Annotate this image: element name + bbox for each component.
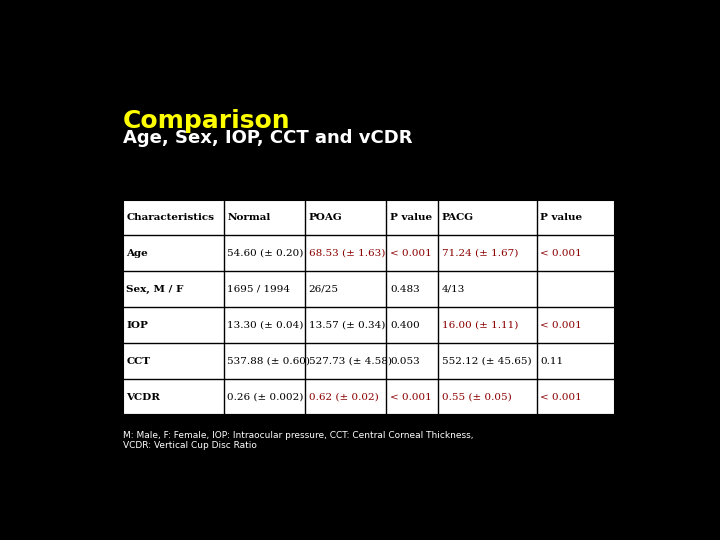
Text: VCDR: Vertical Cup Disc Ratio: VCDR: Vertical Cup Disc Ratio [122, 441, 256, 450]
Text: Normal: Normal [228, 213, 271, 222]
Text: < 0.001: < 0.001 [541, 321, 582, 330]
Text: 537.88 (± 0.60): 537.88 (± 0.60) [228, 357, 310, 366]
Text: 0.62 (± 0.02): 0.62 (± 0.02) [309, 393, 379, 402]
Text: < 0.001: < 0.001 [541, 249, 582, 258]
Text: 54.60 (± 0.20): 54.60 (± 0.20) [228, 249, 304, 258]
Text: 1695 / 1994: 1695 / 1994 [228, 285, 290, 294]
Text: POAG: POAG [309, 213, 343, 222]
Text: Age: Age [127, 249, 148, 258]
Text: 0.55 (± 0.05): 0.55 (± 0.05) [442, 393, 512, 402]
Text: M: Male, F: Female, IOP: Intraocular pressure, CCT: Central Corneal Thickness,: M: Male, F: Female, IOP: Intraocular pre… [122, 430, 473, 440]
Text: 0.483: 0.483 [390, 285, 420, 294]
Text: < 0.001: < 0.001 [390, 249, 432, 258]
Text: 13.30 (± 0.04): 13.30 (± 0.04) [228, 321, 304, 330]
Text: 71.24 (± 1.67): 71.24 (± 1.67) [442, 249, 518, 258]
Text: P value: P value [541, 213, 582, 222]
Text: 0.053: 0.053 [390, 357, 420, 366]
Bar [122, 200, 616, 415]
Text: CCT: CCT [127, 357, 150, 366]
Text: 26/25: 26/25 [309, 285, 339, 294]
Text: Characteristics: Characteristics [127, 213, 215, 222]
Text: Age, Sex, IOP, CCT and vCDR: Age, Sex, IOP, CCT and vCDR [122, 129, 412, 147]
Text: Comparison: Comparison [122, 110, 290, 133]
Text: 13.57 (± 0.34): 13.57 (± 0.34) [309, 321, 385, 330]
Text: 4/13: 4/13 [442, 285, 465, 294]
Text: IOP: IOP [127, 321, 148, 330]
Text: 527.73 (± 4.58): 527.73 (± 4.58) [309, 357, 392, 366]
Text: 552.12 (± 45.65): 552.12 (± 45.65) [442, 357, 531, 366]
Text: 0.11: 0.11 [541, 357, 564, 366]
Text: 0.26 (± 0.002): 0.26 (± 0.002) [228, 393, 304, 402]
Text: P value: P value [390, 213, 432, 222]
Text: < 0.001: < 0.001 [541, 393, 582, 402]
Text: Sex, M / F: Sex, M / F [127, 285, 184, 294]
Text: PACG: PACG [442, 213, 474, 222]
Text: VCDR: VCDR [127, 393, 161, 402]
Text: 0.400: 0.400 [390, 321, 420, 330]
Text: < 0.001: < 0.001 [390, 393, 432, 402]
Text: 68.53 (± 1.63): 68.53 (± 1.63) [309, 249, 385, 258]
Text: 16.00 (± 1.11): 16.00 (± 1.11) [442, 321, 518, 330]
